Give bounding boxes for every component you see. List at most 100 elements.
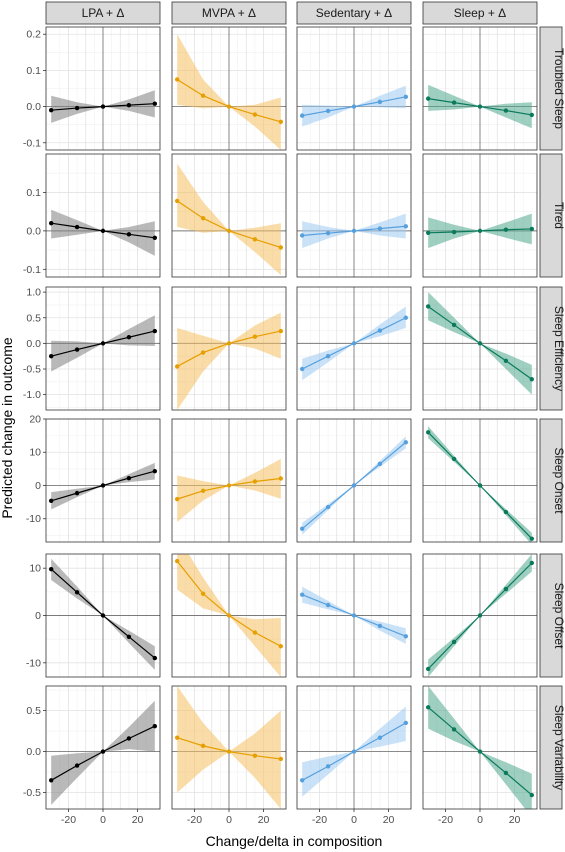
data-point xyxy=(226,228,232,234)
confidence-ribbon xyxy=(428,213,532,249)
y-tick-label: 0.0 xyxy=(26,746,41,758)
data-point xyxy=(278,644,284,649)
y-tick-label: -0.5 xyxy=(23,787,41,799)
column-strip-sedentary xyxy=(296,1,412,25)
data-point xyxy=(351,104,357,109)
data-point xyxy=(351,228,357,234)
data-point xyxy=(126,475,132,481)
x-tick-label: 20 xyxy=(383,814,395,826)
panel-border xyxy=(422,153,538,278)
data-point xyxy=(403,634,409,639)
data-point xyxy=(377,461,383,467)
data-point xyxy=(425,96,431,101)
panel-data xyxy=(174,34,284,150)
column-strip-label: Sleep + Δ xyxy=(454,6,506,20)
panel-data xyxy=(299,586,409,644)
column-strip-label: LPA + Δ xyxy=(82,6,125,20)
data-point xyxy=(200,93,206,98)
data-point xyxy=(529,792,535,798)
column-strip-label: Sedentary + Δ xyxy=(316,6,392,20)
column-strip-sleep xyxy=(422,1,538,25)
panel-border xyxy=(45,153,161,278)
y-tick-label: 0.0 xyxy=(26,101,41,113)
column-strip-label: MVPA + Δ xyxy=(202,6,256,20)
panel-data xyxy=(425,426,535,542)
data-point xyxy=(200,488,206,494)
data-point xyxy=(126,634,132,639)
panel-sleep-onset-sedentary xyxy=(296,418,412,543)
y-axis-title: Predicted change in outcome xyxy=(0,337,15,519)
data-point xyxy=(477,483,483,488)
data-point xyxy=(403,720,409,726)
data-point xyxy=(425,705,431,710)
panel-sleep-onset-sleep xyxy=(422,418,538,543)
data-point xyxy=(174,198,180,204)
y-tick-label: 10 xyxy=(29,447,41,459)
data-point xyxy=(477,104,483,109)
panel-data xyxy=(425,213,535,249)
row-strip-label: Sleep Onset xyxy=(552,447,565,514)
y-tick-label: -10 xyxy=(26,513,41,525)
x-tick-label: 0 xyxy=(226,814,232,826)
panel-border xyxy=(296,26,412,151)
data-point xyxy=(74,490,80,496)
confidence-ribbon xyxy=(177,458,281,523)
data-point xyxy=(451,639,457,645)
panel-data xyxy=(174,554,284,677)
row-strip-label: Tired xyxy=(552,202,565,229)
confidence-ribbon xyxy=(177,163,281,276)
panel-troubled-sleep-sleep xyxy=(422,26,538,151)
panel-data xyxy=(174,686,284,809)
panel-tired-lpa xyxy=(45,153,161,278)
row-strip-sleep-onset xyxy=(539,418,563,543)
data-point xyxy=(252,237,258,242)
data-point xyxy=(503,770,509,776)
confidence-ribbon xyxy=(51,558,155,670)
data-point xyxy=(529,226,535,232)
y-tick-label: 0.0 xyxy=(26,338,41,350)
row-strip-sleep-offset xyxy=(539,553,563,678)
x-tick-label: 20 xyxy=(509,814,521,826)
data-point xyxy=(299,366,305,372)
data-point xyxy=(503,586,509,592)
panel-data xyxy=(48,90,158,123)
data-point xyxy=(503,509,509,515)
column-strip-lpa xyxy=(45,1,161,25)
data-point xyxy=(74,590,80,595)
panel-troubled-sleep-sedentary xyxy=(296,26,412,151)
panel-data xyxy=(425,84,535,129)
data-point xyxy=(425,230,431,235)
data-point xyxy=(174,496,180,502)
x-tick-label: -20 xyxy=(187,814,202,826)
panel-tired-mvpa xyxy=(171,153,287,278)
panel-data xyxy=(299,436,409,535)
data-point xyxy=(278,328,284,334)
data-point xyxy=(100,483,106,488)
data-point xyxy=(351,613,357,618)
panel-data xyxy=(48,315,158,372)
data-point xyxy=(325,504,331,510)
y-tick-label: -10 xyxy=(26,657,41,669)
data-point xyxy=(425,430,431,435)
data-point xyxy=(477,228,483,234)
panel-troubled-sleep-lpa xyxy=(45,26,161,151)
data-point xyxy=(451,100,457,105)
data-point xyxy=(325,764,331,769)
data-point xyxy=(377,226,383,231)
panel-border xyxy=(171,153,287,278)
y-tick-label: 0.1 xyxy=(26,187,41,199)
panel-sleep-offset-lpa xyxy=(45,553,161,678)
x-axis-title: Change/delta in composition xyxy=(206,833,383,849)
data-point xyxy=(252,334,258,339)
panel-data xyxy=(174,312,284,410)
data-point xyxy=(74,224,80,230)
data-point xyxy=(152,723,158,729)
data-point xyxy=(529,536,535,541)
data-point xyxy=(403,315,409,320)
panel-border xyxy=(422,286,538,411)
row-strip-label: Sleep Efficiency xyxy=(552,306,565,391)
data-point xyxy=(477,749,483,754)
y-tick-label: -0.1 xyxy=(23,137,41,149)
confidence-ribbon xyxy=(51,462,155,510)
panel-border xyxy=(422,553,538,678)
